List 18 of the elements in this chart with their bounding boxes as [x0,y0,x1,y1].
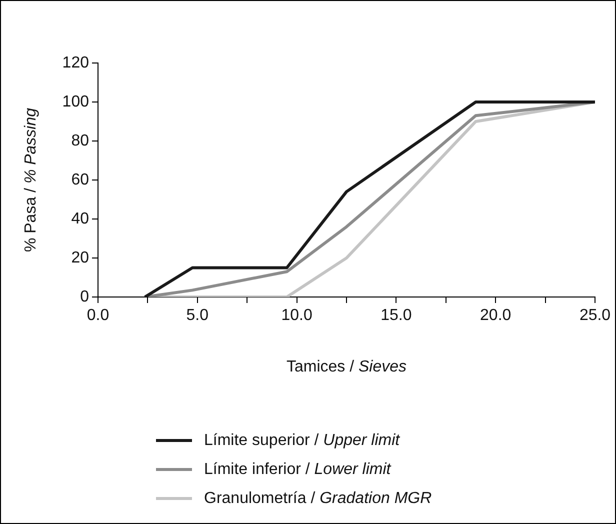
x-axis-title: Tamices / Sieves [286,358,407,376]
text: 5.0 [186,307,209,324]
x-tick-label: 15.0 [380,307,412,324]
y-tick-label: 20 [71,249,90,266]
y-tick-label: 100 [62,93,90,110]
legend-label: Granulometría / Gradation MGR [204,490,432,508]
y-tick-label: 80 [71,132,90,150]
legend-label: Límite superior / Upper limit [204,432,400,450]
legend-label: Límite inferior / Lower limit [204,460,391,478]
y-tick-label: 0 [80,288,90,306]
y-tick-label: 120 [62,54,90,72]
y-axis-title: % Pasa / % Passing [22,108,40,252]
x-tick-label: 20.0 [480,307,512,324]
y-tick-label: 40 [71,210,90,228]
x-tick-label: 25.0 [579,307,611,324]
x-tick-label: 0.0 [86,307,110,324]
x-tick-label: 10.0 [281,307,312,324]
y-tick-label: 60 [71,171,90,188]
